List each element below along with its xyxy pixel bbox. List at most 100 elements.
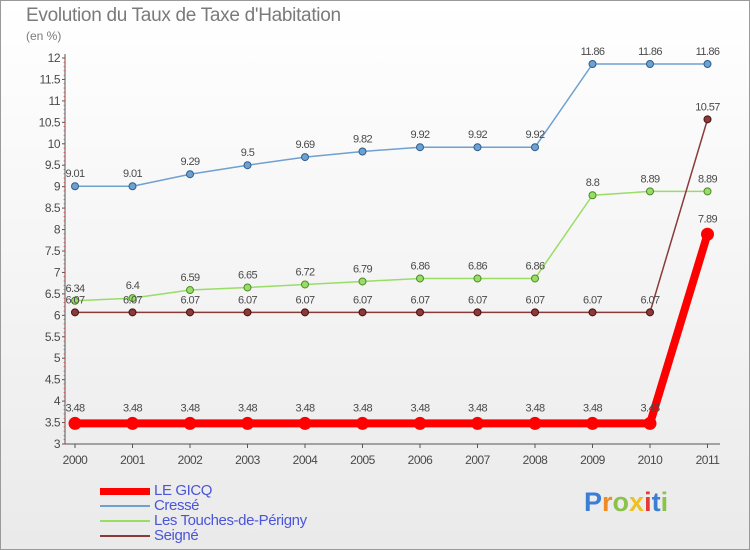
y-tick-label: 4.5 bbox=[45, 373, 61, 387]
data-point-le-gicq bbox=[413, 416, 427, 430]
data-label-le-gicq: 7.89 bbox=[698, 213, 717, 225]
data-label-le-gicq: 3.48 bbox=[353, 402, 372, 414]
y-tick-label: 3 bbox=[54, 437, 61, 451]
data-point-seigne bbox=[358, 308, 367, 317]
series-points bbox=[68, 60, 714, 430]
y-tick-label: 6.5 bbox=[45, 287, 61, 301]
data-point-cresse bbox=[588, 60, 597, 69]
logo-letter: o bbox=[612, 487, 630, 517]
data-point-les-touches-de-perigny bbox=[588, 191, 597, 200]
data-label-les-touches-de-perigny: 6.65 bbox=[238, 269, 257, 281]
legend-label: Cressé bbox=[154, 497, 200, 514]
data-point-seigne bbox=[301, 308, 309, 317]
series-lines bbox=[74, 63, 712, 428]
data-point-seigne bbox=[703, 115, 712, 124]
y-tick-label: 4 bbox=[54, 394, 61, 408]
logo-letter: i bbox=[660, 487, 669, 517]
data-point-les-touches-de-perigny bbox=[186, 286, 194, 295]
data-point-cresse bbox=[243, 161, 252, 170]
legend-swatch bbox=[100, 487, 150, 495]
data-label-les-touches-de-perigny: 6.79 bbox=[353, 263, 372, 275]
data-label-les-touches-de-perigny: 6.86 bbox=[468, 260, 487, 272]
data-point-les-touches-de-perigny bbox=[703, 187, 712, 196]
data-point-seigne bbox=[473, 308, 482, 317]
data-label-cresse: 9.92 bbox=[468, 129, 487, 141]
x-tick-label: 2004 bbox=[293, 453, 319, 467]
logo-letter: x bbox=[629, 487, 645, 517]
data-label-seigne: 6.07 bbox=[468, 294, 487, 306]
data-point-le-gicq bbox=[183, 416, 197, 430]
data-label-le-gicq: 3.48 bbox=[238, 402, 257, 414]
x-tick-label: 2002 bbox=[178, 453, 204, 467]
y-tick-label: 8 bbox=[54, 223, 61, 237]
data-point-seigne bbox=[71, 308, 79, 317]
legend-label: Les Touches-de-Périgny bbox=[154, 512, 307, 529]
data-label-cresse: 9.01 bbox=[123, 168, 142, 180]
x-tick-label: 2005 bbox=[350, 453, 376, 467]
y-tick-label: 5.5 bbox=[45, 330, 61, 344]
legend-swatch bbox=[100, 535, 150, 537]
data-label-cresse: 9.01 bbox=[65, 168, 84, 180]
data-point-le-gicq bbox=[528, 416, 542, 430]
chart-axes: 3 3.5 4 4.5 5 5.5 6 6.5 7 7.5 8 8.5 9 9.5 10 10.5 11 11.5… bbox=[39, 51, 721, 467]
data-label-seigne: 6.07 bbox=[295, 294, 314, 306]
data-label-le-gicq: 3.48 bbox=[468, 402, 487, 414]
data-label-cresse: 11.86 bbox=[696, 46, 720, 58]
x-tick-label: 2006 bbox=[408, 453, 434, 467]
data-label-seigne: 6.07 bbox=[640, 294, 659, 306]
series-line-les-touches-de-perigny bbox=[74, 190, 708, 302]
data-label-cresse: 9.29 bbox=[180, 156, 199, 168]
proxiti-logo: Proxiti bbox=[584, 487, 668, 518]
y-tick-label: 7 bbox=[54, 265, 61, 279]
data-point-le-gicq bbox=[643, 416, 657, 430]
data-label-cresse: 9.69 bbox=[295, 139, 314, 151]
data-label-le-gicq: 3.48 bbox=[640, 402, 659, 414]
data-point-cresse bbox=[128, 182, 137, 191]
y-tick-label: 8.5 bbox=[45, 201, 61, 215]
data-label-cresse: 9.82 bbox=[353, 133, 372, 145]
y-tick-label: 7.5 bbox=[45, 244, 61, 258]
y-tick-label: 9.5 bbox=[45, 158, 61, 172]
data-point-les-touches-de-perigny bbox=[416, 274, 424, 283]
x-tick-label: 2007 bbox=[465, 453, 491, 467]
data-label-cresse: 11.86 bbox=[581, 46, 605, 58]
data-point-les-touches-de-perigny bbox=[243, 283, 252, 292]
data-point-le-gicq bbox=[586, 416, 599, 430]
data-label-seigne: 6.07 bbox=[583, 294, 602, 306]
data-point-cresse bbox=[186, 170, 194, 179]
data-label-les-touches-de-perigny: 6.72 bbox=[295, 266, 314, 278]
data-point-seigne bbox=[531, 308, 539, 317]
data-point-cresse bbox=[71, 182, 79, 191]
logo-letter: r bbox=[602, 487, 613, 517]
data-point-les-touches-de-perigny bbox=[128, 294, 137, 303]
data-label-le-gicq: 3.48 bbox=[123, 402, 142, 414]
data-label-cresse: 9.92 bbox=[525, 129, 544, 141]
y-tick-label: 11 bbox=[49, 94, 61, 108]
data-label-les-touches-de-perigny: 6.86 bbox=[410, 260, 429, 272]
data-point-cresse bbox=[531, 143, 539, 152]
data-point-les-touches-de-perigny bbox=[301, 280, 309, 289]
data-point-le-gicq bbox=[241, 416, 254, 430]
data-label-cresse: 9.92 bbox=[410, 129, 429, 141]
data-point-les-touches-de-perigny bbox=[531, 274, 539, 283]
data-label-seigne: 6.07 bbox=[238, 294, 257, 306]
y-tick-label: 5 bbox=[54, 351, 61, 365]
data-point-les-touches-de-perigny bbox=[473, 274, 482, 283]
y-tick-label: 10.5 bbox=[39, 115, 61, 129]
series-line-le-gicq bbox=[75, 233, 712, 428]
y-tick-label: 10 bbox=[48, 137, 61, 151]
legend-label: LE GICQ bbox=[154, 482, 213, 499]
data-label-les-touches-de-perigny: 6.34 bbox=[65, 283, 84, 295]
data-label-seigne: 6.07 bbox=[180, 294, 199, 306]
y-tick-label: 11.5 bbox=[40, 72, 61, 86]
data-label-le-gicq: 3.48 bbox=[65, 402, 84, 414]
data-point-le-gicq bbox=[68, 416, 82, 430]
data-label-le-gicq: 3.48 bbox=[180, 402, 199, 414]
data-label-cresse: 11.86 bbox=[638, 46, 662, 58]
y-tick-label: 12 bbox=[48, 51, 61, 65]
data-label-le-gicq: 3.48 bbox=[410, 402, 429, 414]
y-tick-label: 6 bbox=[54, 308, 61, 322]
logo-letter: i bbox=[644, 487, 652, 517]
